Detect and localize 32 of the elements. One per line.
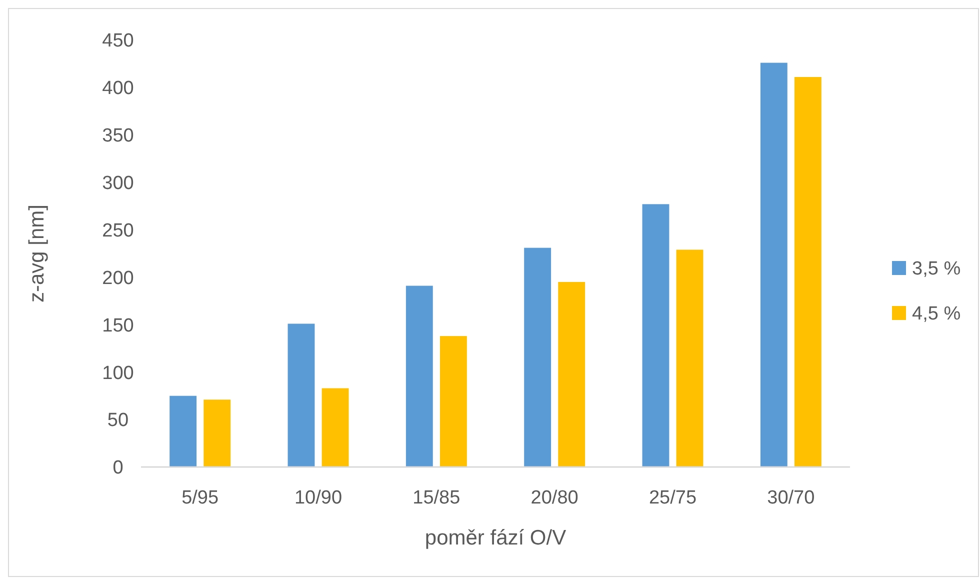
y-tick-label: 400 bbox=[102, 78, 134, 100]
x-tick-label: 30/70 bbox=[767, 488, 815, 509]
bar bbox=[204, 400, 231, 467]
bar bbox=[642, 204, 670, 467]
y-tick-label: 450 bbox=[102, 30, 134, 52]
bar bbox=[406, 286, 433, 467]
bar bbox=[760, 62, 788, 467]
x-tick-label: 10/90 bbox=[294, 488, 342, 509]
y-tick-label: 100 bbox=[102, 362, 134, 384]
y-tick-label: 250 bbox=[102, 220, 134, 242]
x-tick-label: 20/80 bbox=[530, 488, 578, 509]
bar bbox=[676, 250, 704, 467]
x-tick-label: 15/85 bbox=[412, 488, 460, 509]
y-tick-label: 150 bbox=[102, 315, 134, 336]
y-tick-label: 350 bbox=[102, 126, 134, 147]
bar bbox=[440, 336, 467, 467]
y-tick-label: 200 bbox=[102, 268, 134, 289]
y-axis-title: z-avg [nm] bbox=[25, 204, 48, 303]
bar bbox=[322, 388, 349, 467]
bar bbox=[794, 77, 822, 467]
y-tick-label: 300 bbox=[102, 172, 134, 194]
x-tick-label: 25/75 bbox=[648, 488, 697, 509]
bar bbox=[558, 282, 586, 467]
y-tick-label: 0 bbox=[112, 458, 124, 479]
x-tick-label: 5/95 bbox=[182, 488, 219, 509]
bar bbox=[288, 324, 315, 467]
legend-label: 3,5 % bbox=[912, 258, 961, 280]
y-tick-label: 50 bbox=[107, 410, 129, 432]
x-axis-title: poměr fází O/V bbox=[424, 526, 566, 550]
legend-label: 4,5 % bbox=[912, 304, 961, 325]
bar bbox=[524, 248, 552, 467]
bar bbox=[170, 396, 197, 467]
